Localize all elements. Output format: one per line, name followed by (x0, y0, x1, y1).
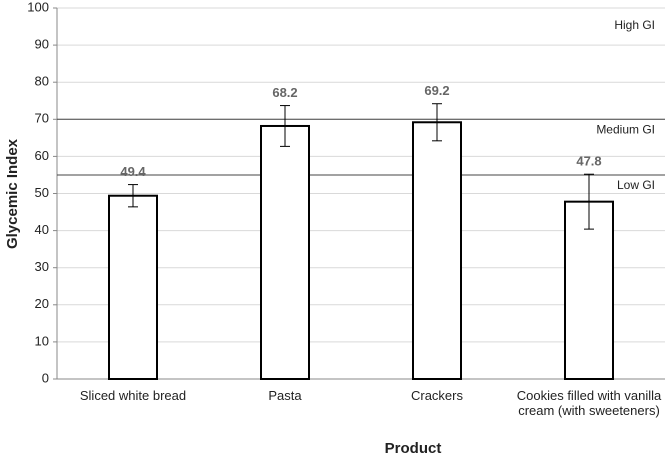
y-tick-label: 80 (35, 74, 49, 89)
value-label: 47.8 (576, 154, 601, 169)
y-axis-title: Glycemic Index (4, 138, 21, 249)
x-axis-title: Product (385, 440, 442, 457)
y-tick-label: 10 (35, 333, 49, 348)
y-tick-label: 70 (35, 111, 49, 126)
x-tick-label: Crackers (410, 388, 463, 403)
bar (412, 121, 462, 380)
value-label: 68.2 (272, 85, 297, 100)
y-tick-label: 20 (35, 296, 49, 311)
x-tick-label: Sliced white bread (79, 388, 187, 403)
y-tick-label: 60 (35, 148, 49, 163)
y-tick-label: 100 (27, 0, 49, 14)
zone-label: Low GI (617, 178, 655, 192)
y-tick-label: 0 (42, 370, 49, 385)
bar (564, 200, 614, 380)
y-tick-label: 50 (35, 185, 49, 200)
bar (108, 194, 158, 380)
y-tick-label: 40 (35, 222, 49, 237)
zone-label: High GI (614, 18, 655, 32)
y-tick-label: 90 (35, 37, 49, 52)
value-label: 49.4 (120, 164, 146, 179)
x-tick-label: Pasta (268, 388, 302, 403)
value-label: 69.2 (424, 83, 449, 98)
y-tick-label: 30 (35, 259, 49, 274)
zone-label: Medium GI (596, 122, 655, 136)
x-tick-label: Cookies filled with vanilla cream (with … (516, 388, 662, 418)
bar (260, 124, 310, 380)
